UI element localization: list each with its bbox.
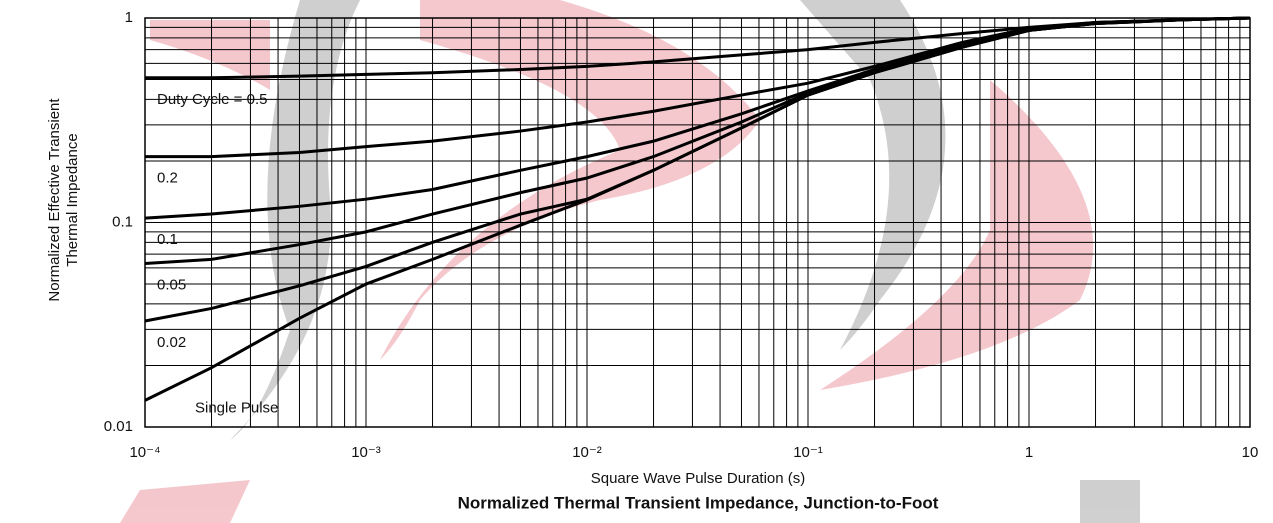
series-label: 0.05 [157, 277, 186, 294]
y-axis-label: Normalized Effective Transient [46, 98, 63, 302]
y-tick-label: 0.01 [104, 418, 133, 435]
y-tick-label: 0.1 [112, 213, 133, 230]
watermark [120, 0, 1140, 523]
series-label: Single Pulse [195, 399, 278, 416]
x-tick-label: 10⁻¹ [793, 444, 823, 461]
x-tick-label: 10 [1242, 444, 1259, 461]
series-label: 0.02 [157, 334, 186, 351]
x-tick-label: 1 [1025, 444, 1033, 461]
y-tick-label: 1 [125, 9, 133, 26]
series-label: 0.1 [157, 231, 178, 248]
x-tick-label: 10⁻⁴ [129, 444, 160, 461]
series-line [144, 16, 1251, 402]
series-label: 0.2 [157, 170, 178, 187]
plot-frame [144, 17, 1251, 428]
x-axis-label: Square Wave Pulse Duration (s) [591, 470, 806, 487]
series-label: Duty Cycle = 0.5 [157, 91, 267, 108]
x-tick-label: 10⁻² [572, 444, 602, 461]
chart-title: Normalized Thermal Transient Impedance, … [458, 493, 939, 512]
x-tick-label: 10⁻³ [351, 444, 381, 461]
y-axis-label: Thermal Impedance [64, 133, 81, 266]
